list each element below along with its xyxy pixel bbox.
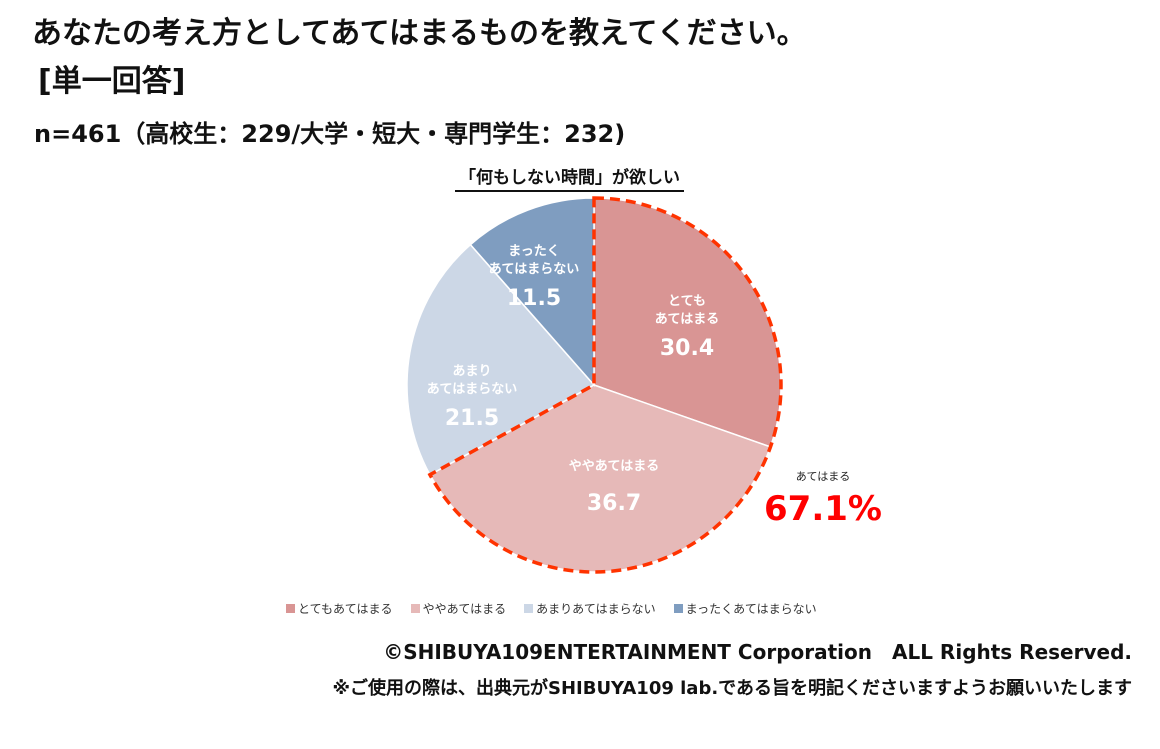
slice-value: 21.5 bbox=[445, 406, 499, 431]
slice-label: まったくあてはまらない bbox=[489, 244, 579, 277]
legend-label: ややあてはまる bbox=[422, 602, 507, 616]
annotation-value: 67.1% bbox=[764, 489, 882, 529]
legend-label: まったくあてはまらない bbox=[685, 602, 817, 616]
pie-slice bbox=[406, 243, 596, 476]
highlight-outline bbox=[427, 196, 783, 574]
legend-item: ややあてはまる bbox=[410, 600, 507, 617]
legend-label: とてもあてはまる bbox=[298, 602, 393, 616]
legend-label: あまりあてはまらない bbox=[536, 602, 656, 616]
slice-label: ややあてはまる bbox=[569, 459, 659, 474]
copyright: ©SHIBUYA109ENTERTAINMENT Corporation ALL… bbox=[383, 640, 1132, 664]
slice-label: あまりあてはまらない bbox=[427, 364, 517, 397]
legend-swatch bbox=[673, 604, 683, 613]
slice-value: 30.4 bbox=[660, 336, 714, 361]
legend-item: あまりあてはまらない bbox=[524, 600, 656, 617]
question-type: [単一回答] bbox=[38, 64, 186, 99]
pie-slice bbox=[428, 384, 772, 573]
annotation-label: あてはまる bbox=[796, 470, 851, 483]
legend-item: とてもあてはまる bbox=[286, 600, 393, 617]
legend: とてもあてはまる ややあてはまる あまりあてはまらない まったくあてはまらない bbox=[286, 600, 817, 617]
legend-swatch bbox=[524, 604, 534, 613]
legend-item: まったくあてはまらない bbox=[673, 600, 817, 617]
slice-value: 11.5 bbox=[507, 286, 561, 311]
usage-note: ※ご使用の際は、出典元がSHIBUYA109 lab.である旨を明記くださいます… bbox=[332, 678, 1133, 699]
pie-slice bbox=[469, 197, 595, 387]
slice-value: 36.7 bbox=[587, 491, 641, 516]
legend-swatch bbox=[410, 604, 420, 613]
sample-size: n=461（高校生：229/大学・短大・専門学生：232) bbox=[34, 120, 626, 148]
page-title: あなたの考え方としてあてはまるものを教えてください。 bbox=[32, 16, 807, 51]
slice-label: とてもあてはまる bbox=[655, 294, 719, 327]
legend-swatch bbox=[286, 604, 295, 613]
chart-title: 「何もしない時間」が欲しい bbox=[455, 163, 684, 192]
